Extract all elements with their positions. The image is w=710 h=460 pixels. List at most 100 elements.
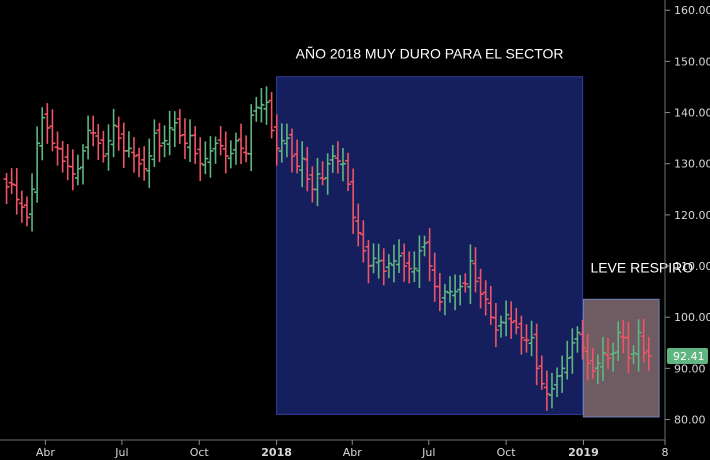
ohlc-bar [589, 348, 596, 379]
ohlc-bar [416, 235, 423, 289]
ohlc-bar [90, 115, 97, 147]
ohlc-bar [482, 280, 489, 316]
x-tick-label: 2018 [261, 446, 292, 459]
ohlc-bar [268, 92, 275, 139]
ohlc-bar [288, 128, 295, 173]
ohlc-bar [518, 315, 525, 355]
ohlc-bar [345, 152, 352, 192]
ohlc-bar [370, 243, 377, 274]
ohlc-bar [171, 111, 178, 147]
y-tick-label: 100.00 [674, 311, 710, 324]
ohlc-bar [202, 141, 209, 175]
ohlc-bar [564, 340, 571, 380]
ohlc-bar [8, 168, 15, 194]
ohlc-bar [222, 131, 229, 174]
ohlc-bar [253, 96, 260, 122]
ohlc-bar [339, 148, 346, 182]
ohlc-bar [574, 326, 581, 353]
ohlc-bar [95, 123, 102, 160]
ohlc-bar [207, 136, 214, 178]
ohlc-bar [579, 319, 586, 360]
ohlc-bar [176, 109, 183, 144]
ohlc-bar [436, 272, 443, 312]
ohlc-bar [85, 115, 92, 160]
ohlc-bar [13, 167, 20, 215]
ohlc-bar [513, 307, 520, 335]
ohlc-bar [355, 203, 362, 247]
x-tick-label: Jul [421, 446, 435, 459]
ohlc-bar [462, 273, 469, 293]
ohlc-bar [625, 321, 632, 374]
ohlc-bar [452, 274, 459, 311]
annotation-labels: AÑO 2018 MUY DURO PARA EL SECTOR LEVE RES… [296, 46, 694, 276]
price-axis: 160.00 150.00 140.00 130.00 120.00 110.00 100.… [664, 0, 710, 440]
last-price-value: 92.41 [673, 350, 705, 363]
ohlc-bar [594, 354, 601, 385]
ohlc-bar [314, 157, 321, 207]
ohlc-bar [385, 254, 392, 279]
ohlc-bar [105, 124, 112, 171]
ohlc-bar [181, 118, 188, 160]
x-tick-label: Oct [190, 446, 210, 459]
ohlc-bar [278, 123, 285, 163]
ohlc-bar [324, 153, 331, 195]
x-tick-label: Jul [114, 446, 128, 459]
ohlc-bar [151, 119, 158, 167]
ohlc-bar [503, 300, 510, 337]
ohlc-bar [610, 342, 617, 372]
ohlc-bar [528, 320, 535, 357]
y-tick-label: 90.00 [674, 362, 706, 375]
ohlc-bar [156, 122, 163, 163]
ohlc-bar [238, 123, 245, 165]
ohlc-bar [136, 147, 143, 178]
ohlc-bar [406, 251, 413, 284]
y-tick-label: 140.00 [674, 107, 710, 120]
ohlc-bar [304, 146, 311, 192]
ohlc-bar [467, 244, 474, 305]
ohlc-bar [125, 131, 132, 158]
ohlc-bar [217, 126, 224, 156]
price-badge-bg [667, 348, 708, 365]
ohlc-bar [39, 107, 46, 161]
ohlc-bar [100, 130, 107, 163]
x-tick-label: Abr [36, 446, 56, 459]
ohlc-bar [421, 235, 428, 257]
ohlc-bar [584, 333, 591, 381]
ohlc-bar [477, 268, 484, 309]
ohlc-bar [283, 123, 290, 158]
ohlc-bar [227, 140, 234, 169]
annotation-boxes [276, 76, 660, 418]
annotation-label: AÑO 2018 MUY DURO PARA EL SECTOR [296, 46, 564, 62]
ohlc-bar [334, 141, 341, 174]
x-tick-label: 8 [662, 446, 669, 459]
ohlc-bar [161, 125, 168, 158]
ohlc-bar [80, 144, 87, 185]
ohlc-bar [23, 196, 30, 227]
x-tick-label: Abr [343, 446, 363, 459]
ohlc-bar [543, 370, 550, 411]
ohlc-bar [559, 355, 566, 393]
time-axis: Abr Jul Oct 2018 Abr Jul Oct 2019 8 [0, 439, 669, 459]
ohlc-bar [192, 126, 199, 164]
annotation-box [582, 298, 660, 418]
ohlc-bar [380, 248, 387, 286]
ohlc-bar [569, 328, 576, 374]
x-tick-label: Oct [497, 446, 517, 459]
ohlc-bar [294, 139, 301, 174]
annotation-label: LEVE RESPIRO [590, 259, 693, 275]
x-tick-label: 2019 [568, 446, 599, 459]
ohlc-bar [187, 119, 194, 162]
ohlc-bar [18, 190, 25, 223]
ohlc-bar [64, 143, 71, 181]
ohlc-bar [319, 161, 326, 186]
ohlc-bar [492, 302, 499, 348]
ohlc-bar [640, 318, 647, 363]
ohlc-bar [615, 321, 622, 361]
ohlc-bar [457, 275, 464, 306]
y-tick-label: 130.00 [674, 158, 710, 171]
price-bars [3, 86, 652, 411]
ohlc-bar [59, 140, 66, 173]
y-tick-label: 110.00 [674, 260, 710, 273]
ohlc-bar [34, 126, 41, 203]
